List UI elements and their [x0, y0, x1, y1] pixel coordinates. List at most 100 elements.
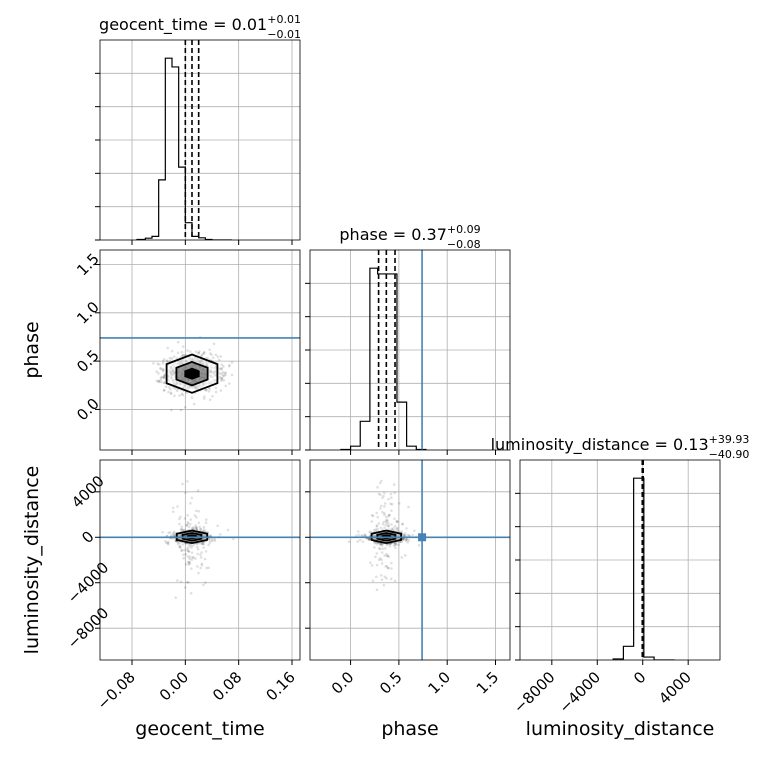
sample-point [375, 511, 379, 515]
sample-point [200, 542, 204, 546]
sample-point [401, 537, 405, 541]
sample-point [377, 522, 381, 525]
sample-point [158, 380, 161, 384]
sample-point [186, 349, 189, 352]
sample-point [194, 557, 197, 560]
sample-point [176, 340, 180, 344]
sample-point [375, 588, 379, 592]
sample-point [200, 551, 203, 554]
sample-point [218, 375, 222, 379]
sample-point [183, 586, 187, 589]
sample-point [172, 530, 176, 533]
sample-point [401, 537, 404, 541]
sample-point [357, 533, 360, 537]
sample-point [378, 557, 382, 560]
sample-point [189, 350, 192, 353]
sample-point [382, 511, 386, 515]
sample-point [387, 522, 390, 525]
x-tick-label-geocent-time-2: 0.08 [209, 668, 245, 704]
sample-point [199, 556, 203, 559]
sample-point [192, 402, 196, 406]
sample-point [377, 492, 381, 496]
scatter-geocent-time-vs-phase-contour-inner [184, 367, 200, 380]
sample-point [393, 542, 397, 546]
sample-point [213, 537, 217, 541]
sample-point [228, 363, 231, 367]
sample-point [228, 364, 231, 368]
sample-point [183, 405, 187, 409]
sample-point [376, 486, 379, 489]
sample-point [374, 541, 378, 544]
sample-point [373, 546, 376, 549]
sample-point [226, 528, 230, 532]
sample-point [171, 506, 175, 510]
sample-point [176, 542, 180, 546]
sample-point [180, 525, 184, 529]
sample-point [207, 566, 211, 570]
sample-point [187, 563, 191, 566]
sample-point [213, 539, 217, 542]
sample-point [408, 534, 411, 537]
sample-point [384, 515, 388, 519]
sample-point [198, 525, 202, 529]
sample-point [197, 509, 201, 513]
sample-point [200, 354, 203, 358]
y-tick-label-phase-2: 1.0 [73, 298, 103, 328]
sample-point [373, 541, 377, 545]
sample-point [186, 521, 190, 524]
sample-point [162, 376, 165, 379]
sample-point [387, 566, 390, 570]
sample-point [386, 524, 390, 528]
sample-point [382, 494, 385, 498]
sample-point [178, 394, 181, 397]
sample-point [402, 534, 406, 538]
sample-point [224, 384, 228, 388]
hist-geocent-time-step-line [136, 57, 232, 240]
sample-point [202, 352, 205, 356]
sample-point [210, 539, 214, 543]
sample-point [405, 537, 408, 541]
sample-point [186, 549, 189, 552]
sample-point [390, 561, 393, 565]
sample-point [188, 562, 191, 565]
sample-point [198, 541, 201, 545]
sample-point [400, 540, 403, 544]
sample-point [401, 522, 404, 526]
x-tick-label-phase-0: 0.0 [328, 668, 358, 698]
x-tick-label-phase-2: 1.0 [424, 668, 454, 698]
sample-point [195, 545, 199, 549]
sample-point [159, 366, 162, 370]
sample-point [208, 348, 211, 352]
sample-point [187, 550, 191, 553]
sample-point [202, 397, 206, 400]
sample-point [400, 530, 403, 533]
sample-point [385, 518, 389, 521]
sample-point [188, 560, 191, 564]
sample-point [368, 530, 371, 534]
sample-point [200, 562, 204, 566]
sample-point [187, 581, 190, 584]
sample-point [203, 351, 206, 354]
sample-point [196, 547, 200, 551]
hist-luminosity-distance-title: luminosity_distance = 0.13+39.93 [491, 433, 750, 455]
x-tick-label-geocent-time-0: −0.08 [94, 668, 139, 713]
sample-point [186, 522, 190, 525]
sample-point [417, 544, 421, 547]
sample-point [178, 545, 182, 548]
x-tick-label-geocent-time-3: 0.16 [262, 668, 298, 704]
sample-point [385, 564, 389, 568]
sample-point [404, 539, 408, 542]
sample-point [384, 519, 388, 523]
sample-point [202, 528, 206, 532]
sample-point [162, 368, 165, 371]
sample-point [185, 547, 189, 551]
sample-point [216, 355, 220, 359]
sample-point [164, 541, 168, 545]
sample-point [162, 388, 166, 392]
sample-point [180, 549, 183, 552]
sample-point [183, 528, 186, 532]
sample-point [405, 538, 408, 542]
sample-point [208, 352, 212, 355]
sample-point [202, 583, 205, 587]
sample-point [182, 556, 185, 560]
